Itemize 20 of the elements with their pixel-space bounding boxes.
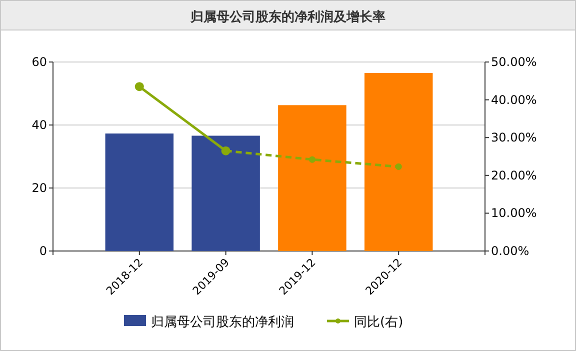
y2-tick-label: 0.00% — [491, 244, 530, 258]
y-tick-label: 0 — [39, 244, 47, 258]
y2-tick-label: 10.00% — [491, 206, 537, 220]
point — [308, 156, 316, 163]
bar — [192, 136, 260, 251]
legend-label: 归属母公司股东的净利润 — [151, 315, 294, 330]
chart-title: 归属母公司股东的净利润及增长率 — [190, 9, 386, 25]
point — [134, 82, 144, 92]
y-tick-label: 20 — [32, 181, 47, 195]
bar — [364, 73, 433, 251]
bar — [105, 134, 174, 251]
y2-tick-label: 50.00% — [491, 55, 537, 69]
y-tick-label: 40 — [32, 118, 47, 132]
point — [395, 163, 402, 170]
y-tick-label: 60 — [32, 55, 47, 69]
y2-tick-label: 30.00% — [491, 130, 537, 145]
y2-tick-label: 40.00% — [491, 92, 537, 107]
bar — [278, 105, 346, 251]
legend-label: 同比(右) — [354, 315, 404, 330]
y2-tick-label: 20.00% — [491, 168, 537, 182]
